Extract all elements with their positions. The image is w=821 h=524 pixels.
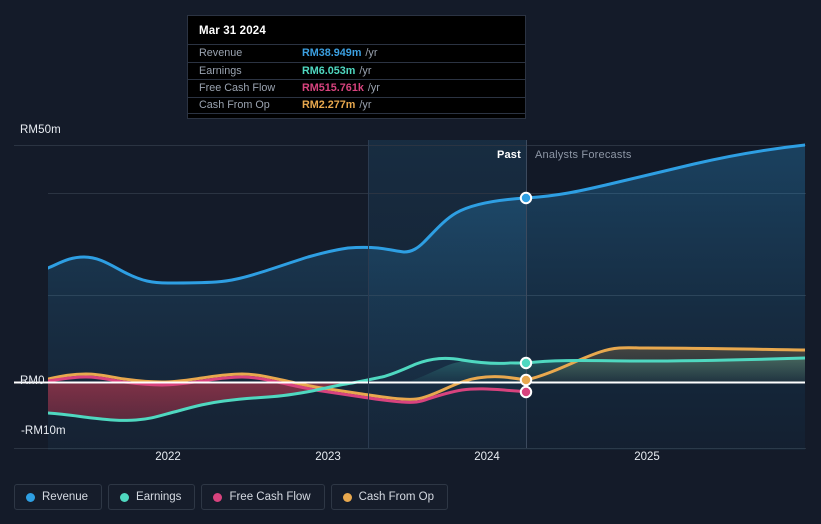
tooltip-value-revenue: RM38.949m bbox=[302, 47, 362, 60]
legend-item-cash-from-op[interactable]: Cash From Op bbox=[330, 484, 449, 510]
tooltip-row-revenue: Revenue RM38.949m /yr bbox=[188, 44, 525, 62]
legend-label-cashop: Cash From Op bbox=[358, 491, 435, 503]
legend-item-earnings[interactable]: Earnings bbox=[108, 484, 196, 510]
revenue-line bbox=[48, 143, 805, 285]
tooltip-label-fcf: Free Cash Flow bbox=[199, 82, 276, 95]
y-axis-label-zero: RM0 bbox=[20, 375, 45, 387]
fcf-marker[interactable] bbox=[519, 385, 533, 399]
tooltip-label-cashop: Cash From Op bbox=[199, 99, 270, 112]
tooltip-value-cashop: RM2.277m bbox=[302, 99, 356, 112]
tooltip-date: Mar 31 2024 bbox=[199, 25, 266, 37]
tooltip-value-earnings: RM6.053m bbox=[302, 64, 356, 77]
forecast-label: Analysts Forecasts bbox=[535, 149, 632, 161]
tooltip-row-fcf: Free Cash Flow RM515.761k /yr bbox=[188, 79, 525, 97]
past-label: Past bbox=[496, 149, 521, 161]
legend-label-fcf: Free Cash Flow bbox=[229, 491, 311, 503]
y-axis-label-bottom: -RM10m bbox=[21, 425, 66, 437]
revenue-marker[interactable] bbox=[519, 191, 533, 205]
legend-label-earnings: Earnings bbox=[136, 491, 182, 503]
tooltip-unit-earnings: /yr bbox=[359, 64, 372, 77]
earnings-line bbox=[48, 356, 805, 422]
tooltip-unit-fcf: /yr bbox=[367, 82, 380, 95]
legend-item-revenue[interactable]: Revenue bbox=[14, 484, 103, 510]
chart-tooltip: Mar 31 2024 Revenue RM38.949m /yr Earnin… bbox=[187, 15, 526, 119]
x-axis-tick-2022: 2022 bbox=[155, 451, 181, 463]
legend-item-free-cash-flow[interactable]: Free Cash Flow bbox=[201, 484, 325, 510]
earnings-color-dot-icon bbox=[120, 492, 130, 502]
legend-label-revenue: Revenue bbox=[42, 491, 89, 503]
chart-legend: Revenue Earnings Free Cash Flow Cash Fro… bbox=[14, 484, 449, 510]
cashop-marker[interactable] bbox=[519, 373, 533, 387]
tooltip-unit-cashop: /yr bbox=[359, 99, 372, 112]
x-axis-tick-2023: 2023 bbox=[315, 451, 341, 463]
tooltip-label-revenue: Revenue bbox=[199, 47, 243, 60]
tooltip-row-earnings: Earnings RM6.053m /yr bbox=[188, 61, 525, 80]
tooltip-label-earnings: Earnings bbox=[199, 64, 242, 77]
tooltip-value-fcf: RM515.761k bbox=[302, 82, 364, 95]
cashop-color-dot-icon bbox=[342, 492, 352, 502]
tooltip-row-cashop: Cash From Op RM2.277m /yr bbox=[188, 96, 525, 114]
earnings-marker[interactable] bbox=[519, 356, 533, 370]
x-axis-tick-2024: 2024 bbox=[474, 451, 500, 463]
y-axis-label-top: RM50m bbox=[20, 124, 61, 136]
revenue-color-dot-icon bbox=[26, 492, 35, 502]
fcf-color-dot-icon bbox=[213, 492, 223, 502]
cashop-forecast-area bbox=[526, 347, 805, 382]
x-axis-tick-2025: 2025 bbox=[634, 451, 660, 463]
tooltip-unit-revenue: /yr bbox=[365, 47, 378, 60]
